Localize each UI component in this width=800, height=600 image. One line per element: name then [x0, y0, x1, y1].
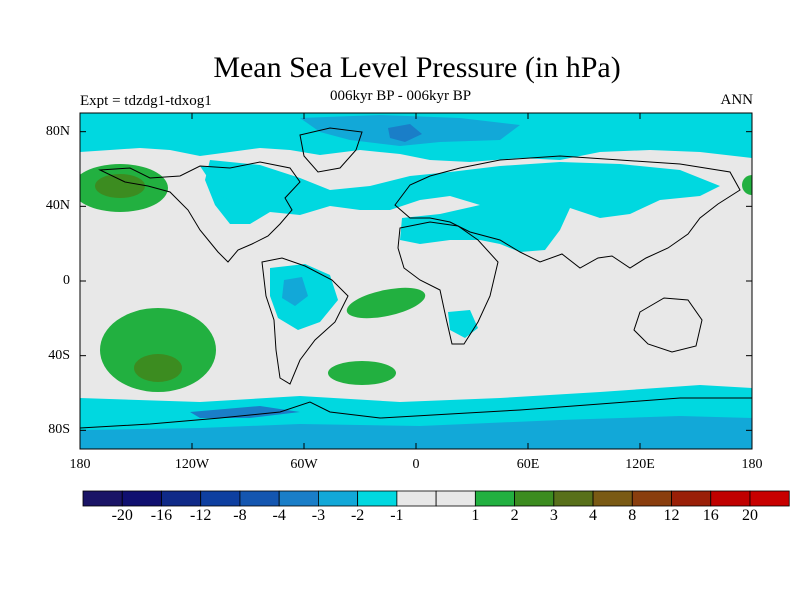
colorbar-swatch [200, 490, 241, 507]
x-tick-label: 120W [174, 457, 210, 472]
coast-australia [633, 297, 703, 353]
colorbar-swatch [749, 490, 790, 507]
anomaly-region-antarctic-strong [80, 416, 752, 449]
x-tick-label: 60W [290, 457, 318, 472]
colorbar-swatch [592, 490, 633, 507]
anomaly-region-eurasia [205, 160, 720, 252]
colorbar-label: -12 [190, 507, 212, 524]
colorbar-swatch [553, 490, 594, 507]
colorbar-label: 3 [549, 507, 558, 524]
anomaly-region-south-atlantic-south [328, 361, 396, 385]
coast-south-america [261, 257, 349, 385]
colorbar-label: 20 [742, 507, 758, 524]
colorbar-swatch [239, 490, 280, 507]
colorbar-swatch [474, 490, 515, 507]
chart-subtitle: 006kyr BP - 006kyr BP [330, 88, 472, 104]
colorbar-label: -16 [150, 507, 173, 524]
colorbar-swatch [318, 490, 359, 507]
colorbar-label: 12 [663, 507, 680, 524]
chart-title: Mean Sea Level Pressure (in hPa) [213, 51, 621, 84]
coast-europe-asia [394, 155, 741, 269]
anomaly-region-canada [200, 166, 280, 206]
colorbar-label: 1 [471, 507, 480, 524]
anomaly-region-south-pacific-core [134, 354, 182, 382]
colorbar-swatch [121, 490, 162, 507]
experiment-label: Expt = tdzdg1-tdxog1 [80, 93, 212, 109]
colorbar-swatch [631, 490, 672, 507]
coast-antarctica [80, 397, 752, 429]
colorbar-label: 16 [702, 507, 719, 524]
colorbar-swatch [396, 490, 437, 507]
y-tick-label: 40N [45, 198, 70, 214]
colorbar-swatch [278, 490, 319, 507]
colorbar [82, 490, 790, 507]
anomaly-region-southern-africa [448, 310, 478, 338]
colorbar-label: -2 [350, 507, 365, 524]
coastlines [80, 127, 752, 429]
anomaly-region-far-east-pacific [742, 175, 752, 195]
y-tick-label: 80N [45, 123, 70, 139]
anomaly-region-north-pacific-core [95, 174, 145, 198]
y-tick-label: 40S [48, 347, 70, 363]
colorbar-label: -8 [233, 507, 247, 524]
colorbar-label: -4 [272, 507, 286, 524]
colorbar-label: -20 [111, 507, 133, 524]
axis-ticks [79, 113, 753, 449]
colorbar-swatch [514, 490, 555, 507]
x-tick-label: 60E [516, 457, 540, 472]
anomaly-region-south-atlantic [346, 287, 426, 319]
colorbar-label: -1 [390, 507, 404, 524]
x-tick-label: 0 [412, 457, 420, 472]
colorbar-swatch [435, 490, 476, 507]
x-tick-label: 120E [625, 457, 655, 472]
coast-north-america [98, 161, 301, 263]
map-plot-area [80, 113, 752, 449]
season-label: ANN [720, 92, 754, 108]
colorbar-swatch [671, 490, 712, 507]
x-tick-label: 180 [69, 457, 91, 472]
anomaly-region-south-america-core [282, 277, 308, 306]
anomaly-region-antarctic-core [190, 406, 300, 418]
coast-africa [397, 221, 499, 345]
anomaly-region-south-pacific [100, 308, 216, 392]
colorbar-swatch [161, 490, 202, 507]
y-tick-label: 80S [48, 422, 70, 438]
colorbar-swatch [710, 490, 751, 507]
y-tick-label: 0 [63, 273, 70, 288]
colorbar-label: 2 [510, 507, 519, 524]
colorbar-swatch [357, 490, 398, 507]
colorbar-label: 8 [628, 507, 637, 524]
coast-greenland [299, 127, 363, 173]
colorbar-swatch [82, 490, 123, 507]
colorbar-label: 4 [589, 507, 598, 524]
colorbar-label: -3 [311, 507, 326, 524]
x-tick-label: 180 [741, 457, 763, 472]
anomaly-region-arctic-core [388, 124, 422, 142]
